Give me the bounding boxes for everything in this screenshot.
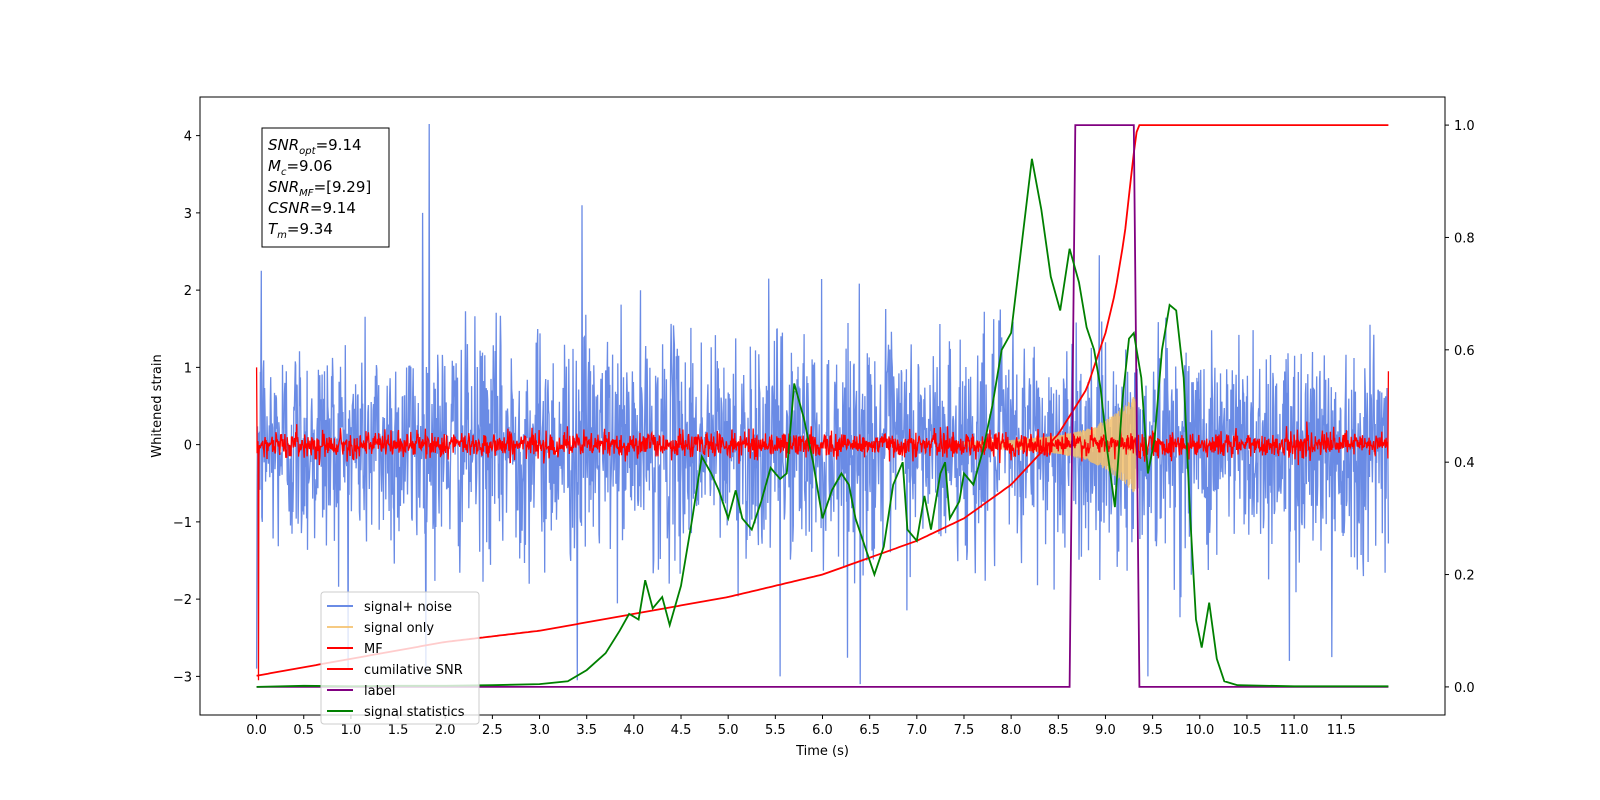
y-left-tick-label: 3 xyxy=(184,207,192,222)
x-tick-label: 2.5 xyxy=(482,723,503,738)
x-tick-label: 1.0 xyxy=(341,723,362,738)
axes: 0.0 0.5 1.0 1.5 2.0 2.5 3.0 3.5 4.0 4.5 5.0 5.5 6.0 6… xyxy=(173,96,1475,738)
y-axis-label: Whitened strain xyxy=(150,354,165,457)
x-tick-label: 4.5 xyxy=(671,723,692,738)
annotation-line: Tm=9.34 xyxy=(268,220,333,241)
x-tick-label: 0.0 xyxy=(246,723,267,738)
y-left-tick-label: 4 xyxy=(184,130,192,145)
x-axis-label: Time (s) xyxy=(795,744,849,759)
x-tick-label: 3.5 xyxy=(576,723,597,738)
annotation-frame xyxy=(261,127,390,248)
y-left-tick-label: 1 xyxy=(184,361,192,376)
x-tick-label: 1.5 xyxy=(388,723,409,738)
legend-label: signal+ noise xyxy=(364,600,452,615)
x-tick-label: 5.5 xyxy=(765,723,786,738)
series-mf xyxy=(255,367,1390,681)
legend-label: signal only xyxy=(364,621,434,636)
y-right-tick-label: 0.2 xyxy=(1454,569,1475,584)
x-tick-label: 10.0 xyxy=(1185,723,1214,738)
legend-frame xyxy=(320,591,480,725)
x-tick-label: 8.5 xyxy=(1048,723,1069,738)
legend-label: label xyxy=(364,684,395,699)
y-right-tick-label: 0.8 xyxy=(1454,231,1475,246)
x-tick-label: 0.5 xyxy=(293,723,314,738)
legend: signal+ noise signal only MF cumilative SNR… xyxy=(320,591,480,725)
y-left-tick-label: 0 xyxy=(184,439,192,454)
y-left-tick-label: 2 xyxy=(184,284,192,299)
series-signal-noise xyxy=(255,123,1390,685)
x-tick-label: 5.0 xyxy=(718,723,739,738)
x-tick-label: 3.0 xyxy=(529,723,550,738)
annotation-line: SNRMF=[9.29] xyxy=(268,178,371,199)
legend-label: cumilative SNR xyxy=(364,663,463,678)
y-left-tick-label: −2 xyxy=(173,593,192,608)
y-left-tick-label: −1 xyxy=(173,516,192,531)
x-tick-label: 2.0 xyxy=(435,723,456,738)
y-right-tick-label: 0.4 xyxy=(1454,456,1475,471)
x-tick-label: 10.5 xyxy=(1232,723,1261,738)
y-right-tick-label: 0.6 xyxy=(1454,344,1475,359)
annotation-line: SNRopt=9.14 xyxy=(268,136,362,157)
x-tick-label: 7.0 xyxy=(906,723,927,738)
x-tick-label: 11.5 xyxy=(1327,723,1356,738)
x-tick-label: 9.5 xyxy=(1142,723,1163,738)
y-left-tick-label: −3 xyxy=(173,670,192,685)
y-right-tick-label: 1.0 xyxy=(1454,119,1475,134)
annotation-line: Mc=9.06 xyxy=(268,157,332,178)
legend-label: MF xyxy=(364,642,383,657)
x-tick-label: 6.5 xyxy=(859,723,880,738)
x-tick-label: 4.0 xyxy=(624,723,645,738)
series-label xyxy=(256,124,1389,688)
legend-label: signal statistics xyxy=(364,705,465,720)
series-signal-statistics xyxy=(256,158,1389,688)
x-tick-label: 6.0 xyxy=(812,723,833,738)
annotation-line: CSNR=9.14 xyxy=(268,199,356,217)
x-tick-label: 11.0 xyxy=(1280,723,1309,738)
x-tick-label: 7.5 xyxy=(954,723,975,738)
y-right-tick-label: 0.0 xyxy=(1454,681,1475,696)
x-tick-label: 9.0 xyxy=(1095,723,1116,738)
x-tick-label: 8.0 xyxy=(1001,723,1022,738)
